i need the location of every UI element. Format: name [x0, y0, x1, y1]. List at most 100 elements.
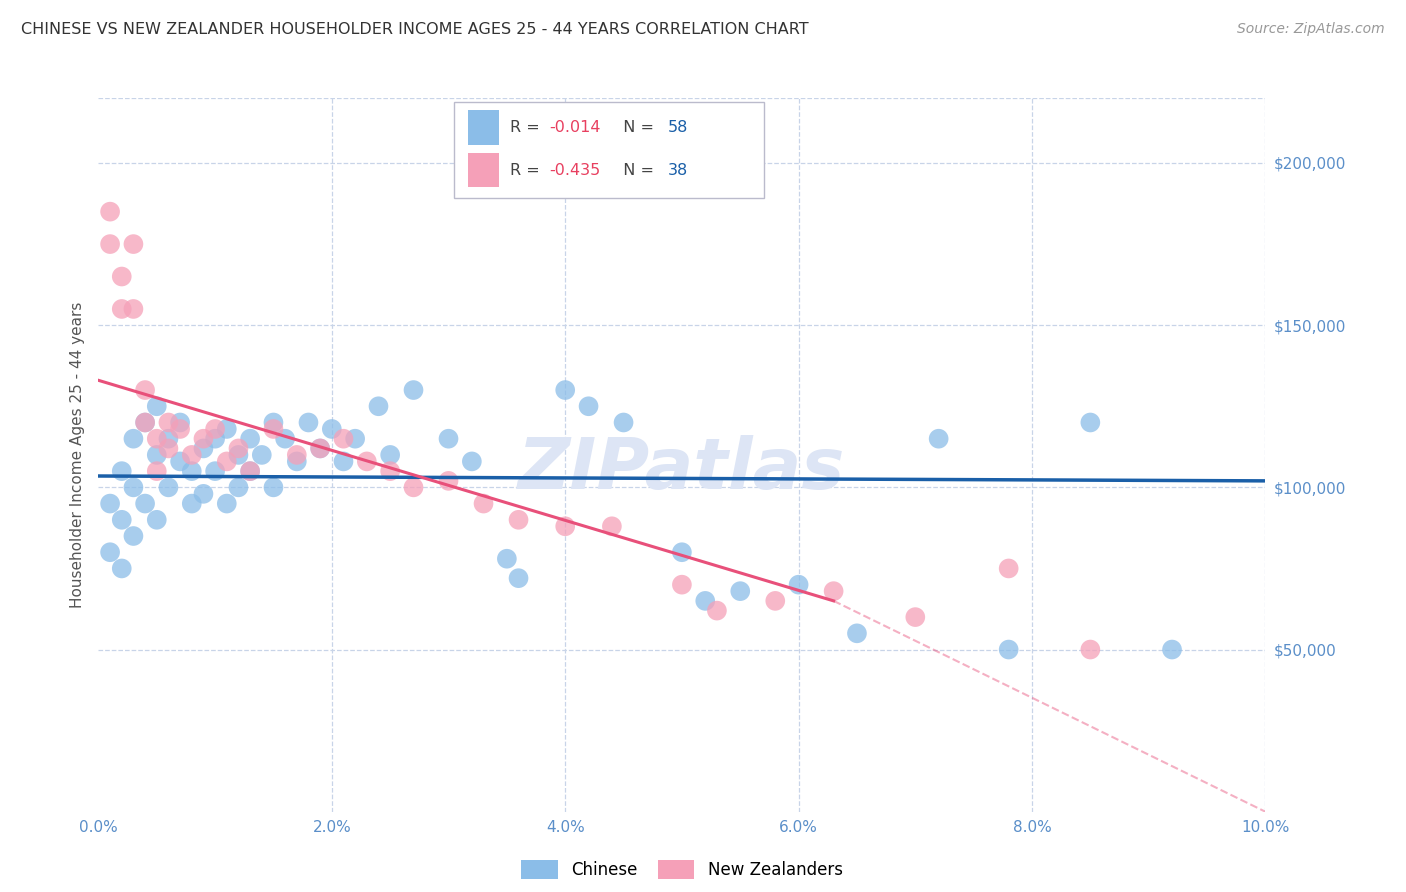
- Point: [134, 497, 156, 511]
- Point: [402, 480, 425, 494]
- Point: [600, 519, 623, 533]
- Point: [321, 422, 343, 436]
- Point: [111, 561, 134, 575]
- Point: [111, 269, 134, 284]
- Point: [332, 432, 354, 446]
- Point: [228, 442, 250, 456]
- Point: [262, 422, 284, 436]
- Point: [146, 464, 169, 478]
- FancyBboxPatch shape: [454, 102, 763, 198]
- Point: [157, 442, 180, 456]
- Point: [193, 487, 215, 501]
- Point: [495, 551, 517, 566]
- Point: [997, 642, 1019, 657]
- Point: [146, 399, 169, 413]
- Text: N =: N =: [613, 162, 659, 178]
- Point: [215, 454, 238, 468]
- Point: [612, 416, 634, 430]
- Point: [578, 399, 600, 413]
- Point: [157, 416, 180, 430]
- Point: [332, 454, 354, 468]
- Point: [228, 480, 250, 494]
- Point: [98, 204, 121, 219]
- Point: [508, 513, 530, 527]
- Point: [823, 584, 845, 599]
- Point: [98, 545, 121, 559]
- Point: [122, 237, 145, 252]
- Point: [134, 416, 156, 430]
- Point: [215, 422, 238, 436]
- Point: [437, 432, 460, 446]
- Point: [239, 464, 262, 478]
- Point: [378, 464, 402, 478]
- Point: [204, 432, 226, 446]
- Point: [122, 529, 145, 543]
- Point: [157, 480, 180, 494]
- Text: 38: 38: [668, 162, 688, 178]
- Text: R =: R =: [510, 162, 546, 178]
- Point: [461, 454, 484, 468]
- Point: [695, 594, 717, 608]
- Point: [763, 594, 786, 608]
- Point: [1080, 416, 1102, 430]
- Text: Source: ZipAtlas.com: Source: ZipAtlas.com: [1237, 22, 1385, 37]
- Point: [157, 432, 180, 446]
- Point: [554, 519, 576, 533]
- Point: [367, 399, 389, 413]
- Text: -0.435: -0.435: [548, 162, 600, 178]
- Point: [193, 432, 215, 446]
- Text: R =: R =: [510, 120, 546, 135]
- Point: [146, 513, 169, 527]
- Point: [169, 416, 191, 430]
- Point: [309, 442, 332, 456]
- Point: [111, 464, 134, 478]
- Point: [180, 464, 202, 478]
- Point: [1080, 642, 1102, 657]
- Point: [309, 442, 332, 456]
- Point: [250, 448, 273, 462]
- Point: [204, 464, 226, 478]
- Point: [285, 454, 308, 468]
- Point: [204, 422, 226, 436]
- Text: CHINESE VS NEW ZEALANDER HOUSEHOLDER INCOME AGES 25 - 44 YEARS CORRELATION CHART: CHINESE VS NEW ZEALANDER HOUSEHOLDER INC…: [21, 22, 808, 37]
- Point: [378, 448, 402, 462]
- Point: [285, 448, 308, 462]
- Point: [239, 464, 262, 478]
- Point: [297, 416, 319, 430]
- Point: [904, 610, 927, 624]
- Legend: Chinese, New Zealanders: Chinese, New Zealanders: [515, 853, 849, 886]
- Point: [787, 577, 810, 591]
- Point: [671, 545, 693, 559]
- Text: ZIPatlas: ZIPatlas: [519, 434, 845, 504]
- Point: [180, 448, 202, 462]
- Point: [262, 480, 284, 494]
- Point: [134, 383, 156, 397]
- Point: [169, 422, 191, 436]
- Point: [472, 497, 495, 511]
- Point: [508, 571, 530, 585]
- Point: [122, 301, 145, 316]
- Point: [180, 497, 202, 511]
- Point: [111, 513, 134, 527]
- Point: [122, 432, 145, 446]
- Y-axis label: Householder Income Ages 25 - 44 years: Householder Income Ages 25 - 44 years: [69, 301, 84, 608]
- Point: [706, 604, 728, 618]
- Point: [344, 432, 367, 446]
- Point: [169, 454, 191, 468]
- Point: [111, 301, 134, 316]
- Point: [146, 448, 169, 462]
- Point: [356, 454, 378, 468]
- Point: [134, 416, 156, 430]
- Text: 58: 58: [668, 120, 689, 135]
- Point: [146, 432, 169, 446]
- Point: [239, 432, 262, 446]
- Bar: [468, 111, 499, 145]
- Point: [193, 442, 215, 456]
- Point: [997, 561, 1019, 575]
- Point: [928, 432, 950, 446]
- Point: [122, 480, 145, 494]
- Text: -0.014: -0.014: [548, 120, 600, 135]
- Text: N =: N =: [613, 120, 659, 135]
- Point: [98, 237, 121, 252]
- Point: [98, 497, 121, 511]
